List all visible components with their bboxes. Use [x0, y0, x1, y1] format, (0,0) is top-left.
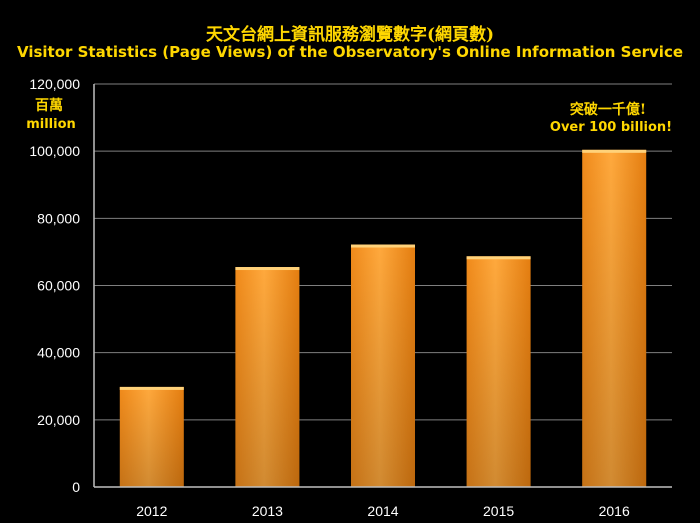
bar-shade-2015	[466, 256, 531, 487]
y-tick-label: 100,000	[29, 143, 80, 159]
chart-title-english: Visitor Statistics (Page Views) of the O…	[16, 43, 684, 61]
y-tick-label: 40,000	[37, 345, 80, 361]
x-tick-label: 2016	[599, 503, 630, 519]
bar-top-2014	[351, 244, 415, 248]
bars	[119, 149, 647, 487]
y-tick-label: 0	[72, 479, 80, 495]
annotation-english: Over 100 billion!	[549, 120, 673, 135]
tick-labels: 0 20,000 40,000 60,000 80,000 100,000 120,000 2…	[29, 76, 630, 519]
chart-title-chinese: 天文台網上資訊服務瀏覽數字(網頁數)	[205, 25, 495, 45]
bar-shade-2013	[235, 267, 300, 487]
bar-top-2015	[466, 256, 531, 260]
x-tick-label: 2012	[136, 503, 167, 519]
annotation-chinese: 突破一千億!	[569, 102, 647, 118]
x-tick-label: 2015	[483, 503, 514, 519]
y-tick-label: 80,000	[37, 210, 80, 226]
x-tick-label: 2014	[367, 503, 398, 519]
y-unit-chinese: 百萬	[35, 98, 63, 114]
x-tick-label: 2013	[252, 503, 283, 519]
bar-shade-2014	[351, 244, 415, 487]
bar-top-2012	[119, 386, 184, 390]
bar-shade-2016	[582, 149, 647, 487]
axes	[93, 84, 672, 488]
y-tick-label: 120,000	[29, 76, 80, 92]
bar-shade-2012	[119, 386, 184, 487]
y-tick-label: 60,000	[37, 278, 80, 294]
bar-top-2013	[235, 267, 300, 271]
bar-top-2016	[582, 149, 647, 153]
y-unit-english: million	[26, 117, 76, 132]
y-tick-label: 20,000	[37, 412, 80, 428]
